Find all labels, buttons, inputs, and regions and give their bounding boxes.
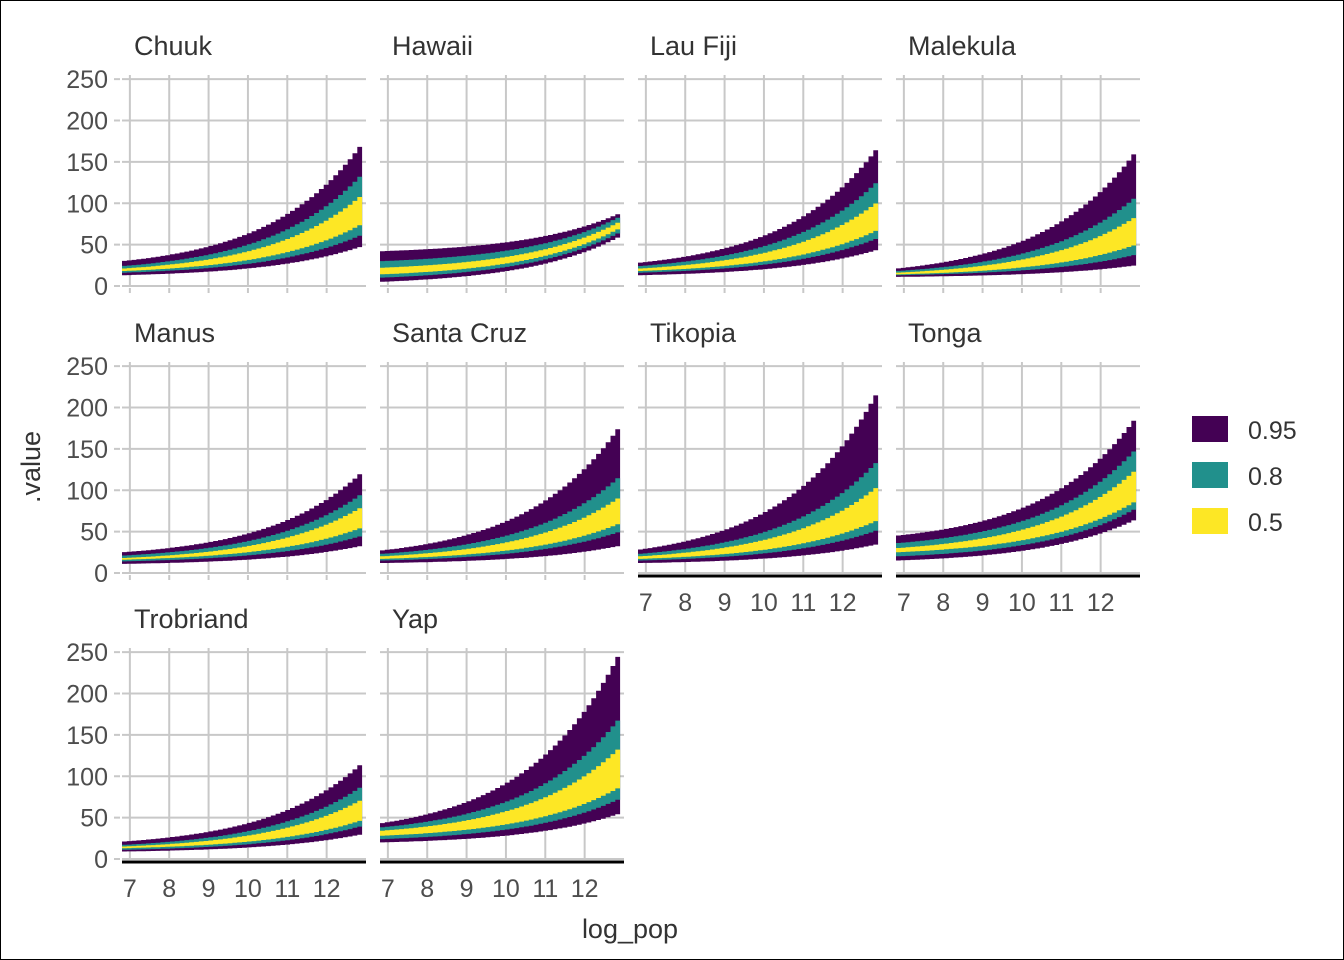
x-tick-label: 8 [678, 589, 692, 617]
x-tick-label: 12 [313, 875, 341, 903]
ribbon-05-trobriand [122, 800, 363, 849]
y-tick-label: 200 [66, 108, 108, 136]
y-tick-label: 50 [80, 805, 108, 833]
x-tick-label: 10 [492, 875, 520, 903]
ribbon-08-tonga [896, 451, 1137, 557]
legend-swatch-08 [1192, 462, 1228, 488]
strip-label-tikopia: Tikopia [650, 318, 737, 348]
x-tick-label: 7 [639, 589, 653, 617]
strip-label-malekula: Malekula [908, 31, 1017, 61]
x-tick-label: 11 [790, 589, 816, 617]
ribbon-05-hawaii [380, 222, 621, 275]
ribbon-05-santa-cruz [380, 498, 621, 559]
ribbon-05-tonga [896, 471, 1137, 553]
strip-label-tonga: Tonga [908, 318, 983, 348]
y-tick-label: 50 [80, 519, 108, 547]
legend-swatch-095 [1192, 416, 1228, 442]
x-tick-label: 9 [718, 589, 732, 617]
strip-label-lau-fiji: Lau Fiji [650, 31, 737, 61]
x-tick-label: 10 [750, 589, 778, 617]
x-tick-label: 9 [460, 875, 474, 903]
ribbon-08-hawaii [380, 217, 621, 278]
ribbon-05-tikopia [638, 488, 879, 559]
x-tick-label: 8 [420, 875, 434, 903]
y-tick-label: 50 [80, 232, 108, 260]
y-tick-label: 0 [94, 560, 108, 588]
strip-label-hawaii: Hawaii [392, 31, 473, 61]
y-tick-label: 100 [66, 190, 108, 218]
x-tick-label: 12 [571, 875, 599, 903]
y-tick-label: 100 [66, 477, 108, 505]
ribbon-05-lau-fiji [638, 203, 879, 271]
ribbon-08-chuuk [122, 176, 363, 273]
strip-label-manus: Manus [134, 318, 215, 348]
legend-label-05: 0.5 [1248, 509, 1283, 537]
x-tick-label: 8 [162, 875, 176, 903]
x-tick-label: 8 [936, 589, 950, 617]
strip-label-chuuk: Chuuk [134, 31, 213, 61]
y-tick-label: 150 [66, 436, 108, 464]
y-tick-label: 100 [66, 763, 108, 791]
x-tick-label: 11 [274, 875, 300, 903]
strip-label-trobriand: Trobriand [134, 604, 249, 634]
x-tick-label: 11 [532, 875, 558, 903]
y-tick-label: 0 [94, 846, 108, 874]
x-axis-title: log_pop [582, 914, 678, 944]
x-tick-label: 12 [829, 589, 857, 617]
y-axis-title: .value [16, 431, 46, 503]
y-tick-label: 250 [66, 66, 108, 94]
strip-label-santa-cruz: Santa Cruz [392, 318, 527, 348]
legend-label-095: 0.95 [1248, 417, 1297, 445]
legend-swatch-05 [1192, 508, 1228, 534]
y-tick-label: 250 [66, 639, 108, 667]
y-tick-label: 200 [66, 681, 108, 709]
x-tick-label: 10 [234, 875, 262, 903]
y-tick-label: 150 [66, 149, 108, 177]
x-tick-label: 7 [897, 589, 911, 617]
x-tick-label: 10 [1008, 589, 1036, 617]
strip-label-yap: Yap [392, 604, 438, 634]
ribbon-05-manus [122, 508, 363, 560]
x-tick-label: 9 [976, 589, 990, 617]
y-tick-label: 250 [66, 353, 108, 381]
ribbon-08-manus [122, 495, 363, 562]
y-tick-label: 150 [66, 722, 108, 750]
y-tick-label: 200 [66, 395, 108, 423]
ribbon-05-yap [380, 749, 621, 836]
ribbon-05-chuuk [122, 197, 363, 271]
x-tick-label: 11 [1048, 589, 1074, 617]
x-tick-label: 7 [123, 875, 137, 903]
legend-label-08: 0.8 [1248, 463, 1283, 491]
ribbon-05-malekula [896, 218, 1137, 275]
x-tick-label: 9 [202, 875, 216, 903]
x-tick-label: 12 [1087, 589, 1115, 617]
y-tick-label: 0 [94, 273, 108, 301]
x-tick-label: 7 [381, 875, 395, 903]
